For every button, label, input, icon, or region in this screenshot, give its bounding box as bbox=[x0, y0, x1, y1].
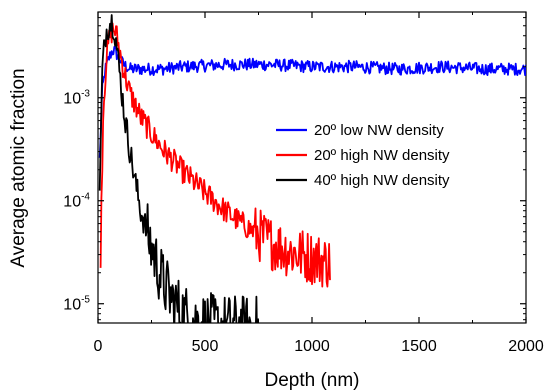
x-tick-label: 2000 bbox=[508, 338, 544, 355]
x-tick-label: 500 bbox=[192, 338, 219, 355]
tick-label-layer: 0 500 1000 1500 2000 10-5 10-4 10-3 bbox=[63, 89, 544, 355]
x-axis-title: Depth (nm) bbox=[264, 370, 359, 391]
legend-label: 40º high NW density bbox=[314, 172, 450, 189]
y-tick-label: 10-5 bbox=[63, 295, 90, 314]
legend: 20º low NW density 20º high NW density 40º… bbox=[276, 122, 450, 189]
tick-layer bbox=[97, 12, 527, 323]
x-tick-label: 1000 bbox=[294, 338, 330, 355]
series-layer bbox=[98, 14, 526, 323]
series-line-3 bbox=[98, 14, 259, 323]
series-line-2 bbox=[99, 22, 331, 288]
x-tick-label: 0 bbox=[94, 338, 103, 355]
y-tick-label: 10-4 bbox=[63, 192, 90, 211]
legend-label: 20º high NW density bbox=[314, 147, 450, 164]
y-axis-title: Average atomic fraction bbox=[8, 68, 29, 267]
legend-label: 20º low NW density bbox=[314, 122, 444, 139]
y-tick-label: 10-3 bbox=[63, 89, 90, 108]
x-tick-label: 1500 bbox=[401, 338, 437, 355]
series-line-1 bbox=[98, 46, 526, 158]
